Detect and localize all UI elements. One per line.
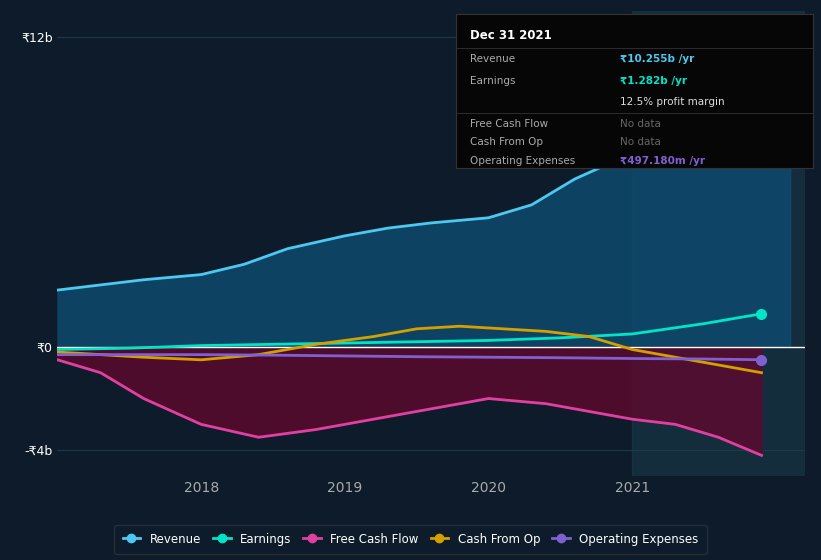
Text: Free Cash Flow: Free Cash Flow: [470, 119, 548, 129]
Text: Earnings: Earnings: [470, 76, 516, 86]
Text: Cash From Op: Cash From Op: [470, 137, 543, 147]
Text: ₹497.180m /yr: ₹497.180m /yr: [620, 156, 705, 166]
Text: No data: No data: [620, 137, 661, 147]
Text: Dec 31 2021: Dec 31 2021: [470, 29, 552, 43]
Legend: Revenue, Earnings, Free Cash Flow, Cash From Op, Operating Expenses: Revenue, Earnings, Free Cash Flow, Cash …: [114, 525, 707, 554]
Text: 12.5% profit margin: 12.5% profit margin: [620, 97, 725, 107]
Bar: [632, 11, 805, 476]
Text: ₹10.255b /yr: ₹10.255b /yr: [620, 54, 695, 64]
Text: ₹1.282b /yr: ₹1.282b /yr: [620, 76, 687, 86]
Text: Revenue: Revenue: [470, 54, 515, 64]
Text: No data: No data: [620, 119, 661, 129]
Text: Operating Expenses: Operating Expenses: [470, 156, 576, 166]
